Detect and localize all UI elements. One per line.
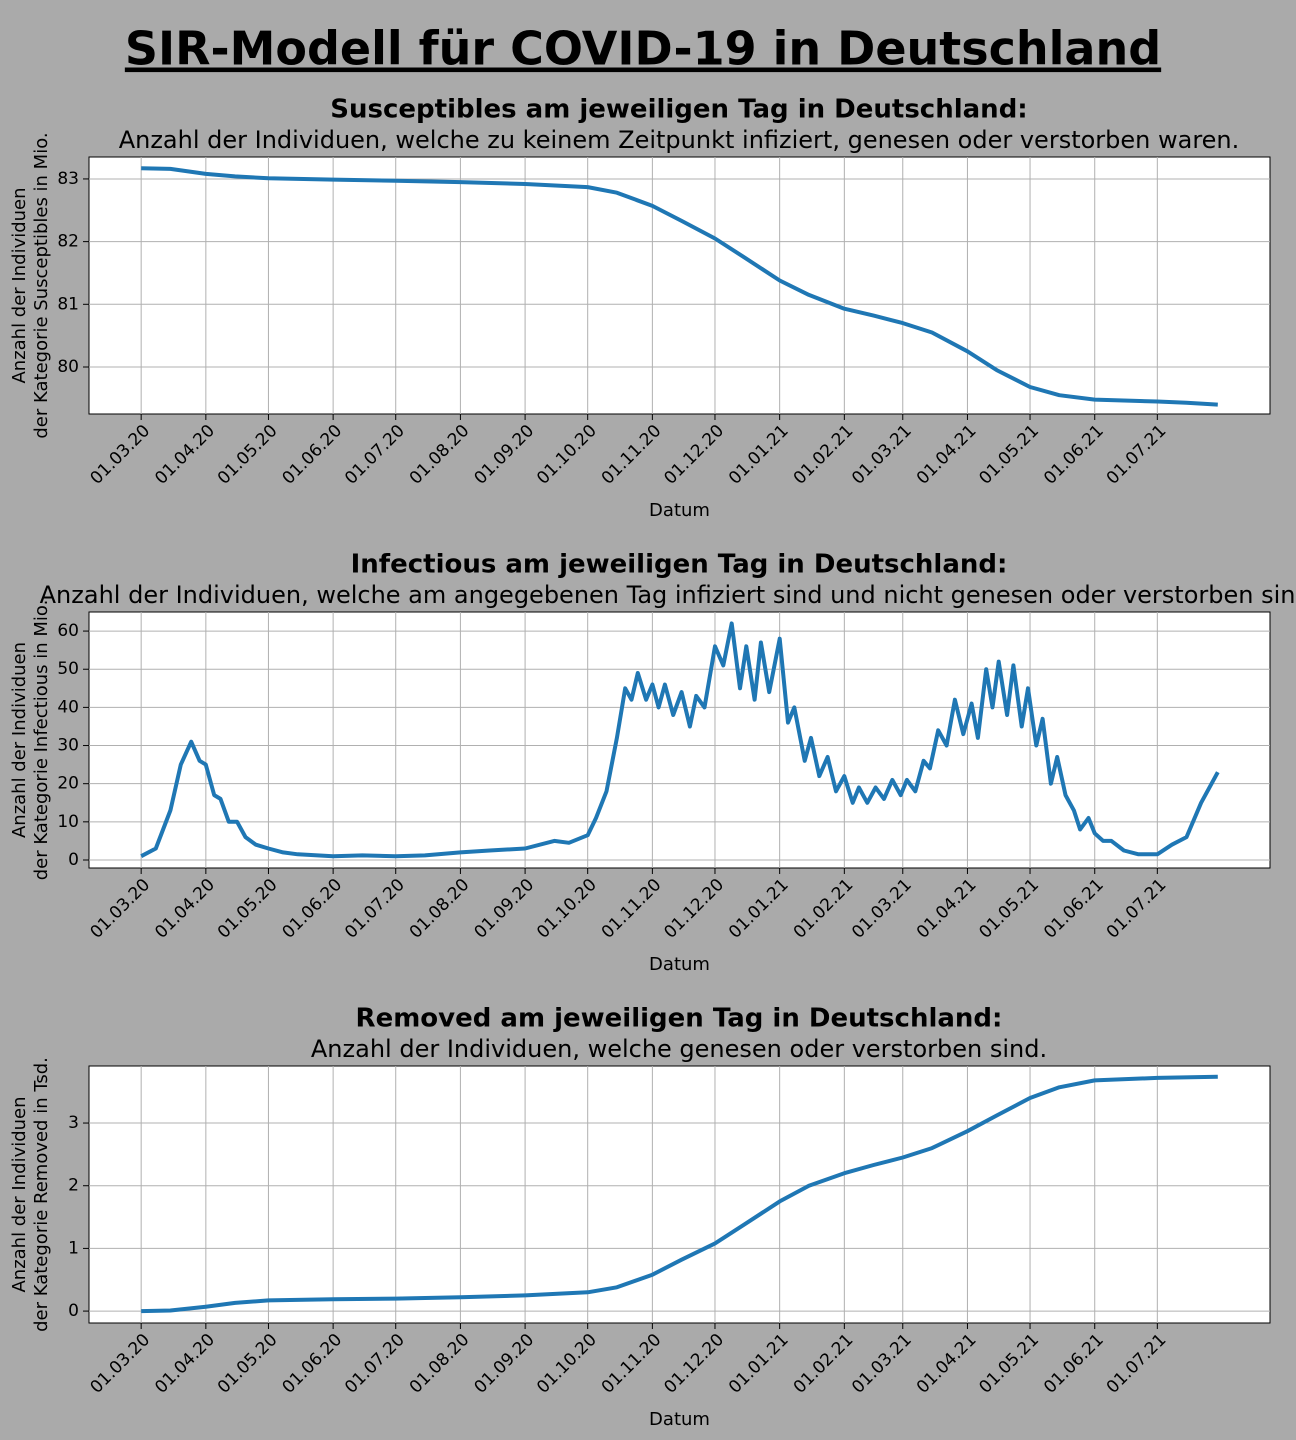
y-tick-label: 1 bbox=[68, 1238, 79, 1258]
x-axis-label: Datum bbox=[649, 954, 710, 975]
y-tick-label: 20 bbox=[57, 774, 79, 794]
y-tick-label: 10 bbox=[57, 812, 79, 832]
y-axis-label: Anzahl der Individuen bbox=[9, 642, 30, 838]
y-tick-label: 60 bbox=[57, 621, 79, 641]
y-tick-label: 0 bbox=[68, 850, 79, 870]
y-tick-label: 82 bbox=[57, 232, 79, 252]
plot-area bbox=[88, 1065, 1271, 1324]
y-tick-label: 83 bbox=[57, 169, 79, 189]
chart-subtitle: Anzahl der Individuen, welche zu keinem … bbox=[119, 126, 1240, 154]
y-tick-label: 81 bbox=[57, 294, 79, 314]
y-axis-label: der Kategorie Infectious in Mio. bbox=[31, 600, 52, 881]
y-tick-label: 0 bbox=[68, 1301, 79, 1321]
data-line bbox=[140, 621, 1220, 859]
x-axis-label: Datum bbox=[649, 1409, 710, 1430]
y-tick-label: 2 bbox=[68, 1176, 79, 1196]
y-tick-label: 40 bbox=[57, 697, 79, 717]
y-tick-label: 3 bbox=[68, 1113, 79, 1133]
y-axis-label: der Kategorie Susceptibles in Mio. bbox=[31, 132, 52, 438]
chart-subtitle: Anzahl der Individuen, welche am angegeb… bbox=[40, 581, 1296, 609]
chart-title: Susceptibles am jeweiligen Tag in Deutsc… bbox=[330, 95, 1027, 125]
plot-area bbox=[88, 611, 1271, 869]
plot-area bbox=[88, 156, 1271, 415]
chart-subtitle: Anzahl der Individuen, welche genesen od… bbox=[311, 1035, 1047, 1063]
data-line bbox=[141, 1074, 1218, 1314]
data-line bbox=[141, 166, 1218, 407]
y-axis-label: der Kategorie Removed in Tsd. bbox=[31, 1057, 52, 1332]
y-axis-label: Anzahl der Individuen bbox=[9, 1096, 30, 1292]
y-tick-label: 50 bbox=[57, 659, 79, 679]
x-axis-label: Datum bbox=[649, 500, 710, 521]
y-tick-label: 80 bbox=[57, 357, 79, 377]
figure-title: SIR-Modell für COVID-19 in Deutschland bbox=[125, 22, 1161, 76]
y-axis-label: Anzahl der Individuen bbox=[9, 187, 30, 383]
chart-title: Removed am jeweiligen Tag in Deutschland… bbox=[356, 1004, 1003, 1034]
chart-title: Infectious am jeweiligen Tag in Deutschl… bbox=[351, 550, 1008, 580]
y-tick-label: 30 bbox=[57, 736, 79, 756]
